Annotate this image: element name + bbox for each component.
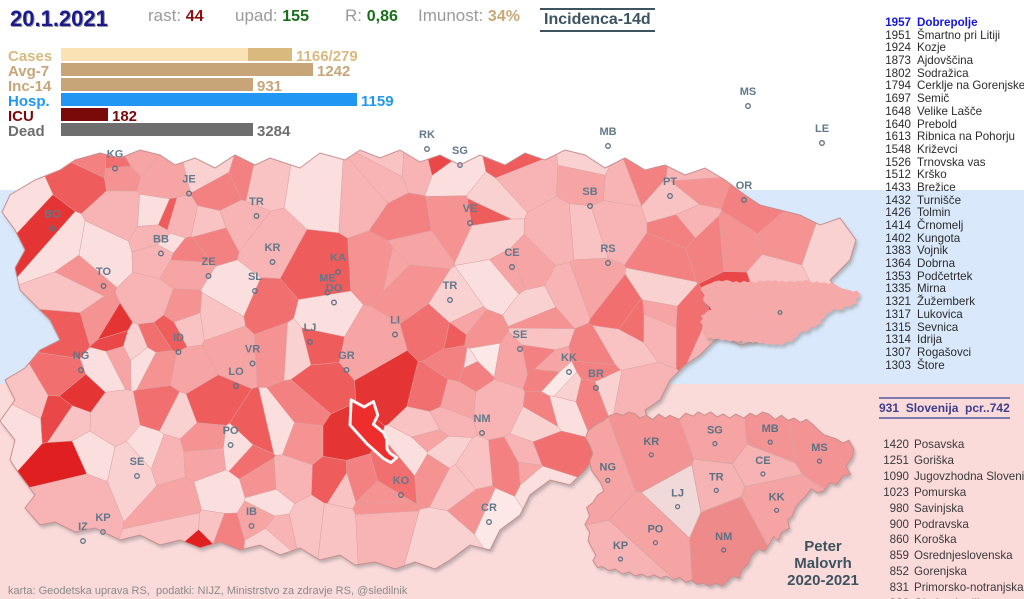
svg-text:PO: PO	[223, 425, 239, 437]
svg-text:CR: CR	[481, 502, 497, 514]
svg-text:MB: MB	[599, 126, 616, 138]
svg-text:TR: TR	[249, 196, 264, 208]
svg-text:LJ: LJ	[304, 322, 317, 334]
svg-text:KR: KR	[643, 436, 659, 448]
svg-text:IB: IB	[246, 506, 257, 518]
svg-text:KA: KA	[330, 252, 346, 264]
svg-text:KG: KG	[107, 149, 124, 161]
svg-text:NM: NM	[715, 531, 732, 543]
svg-text:SL: SL	[248, 271, 262, 283]
svg-text:BB: BB	[153, 234, 169, 246]
svg-text:SG: SG	[707, 425, 723, 437]
svg-text:MS: MS	[811, 442, 828, 454]
svg-text:BO: BO	[44, 209, 61, 221]
svg-text:TO: TO	[96, 266, 112, 278]
svg-text:LE: LE	[815, 123, 829, 135]
svg-text:TR: TR	[709, 471, 724, 483]
svg-text:LJ: LJ	[671, 488, 684, 500]
svg-text:SG: SG	[452, 145, 468, 157]
svg-text:LO: LO	[228, 366, 244, 378]
svg-text:KK: KK	[769, 491, 785, 503]
svg-text:KO: KO	[393, 475, 410, 487]
svg-text:NM: NM	[473, 413, 490, 425]
svg-text:CE: CE	[504, 247, 519, 259]
svg-text:ZE: ZE	[201, 256, 215, 268]
svg-text:JE: JE	[182, 174, 195, 186]
svg-text:NG: NG	[600, 461, 617, 473]
svg-text:ID: ID	[173, 332, 184, 344]
svg-text:BR: BR	[588, 368, 604, 380]
svg-text:MB: MB	[762, 423, 779, 435]
svg-text:KK: KK	[561, 352, 577, 364]
svg-text:CE: CE	[755, 455, 770, 467]
svg-text:KR: KR	[265, 242, 281, 254]
svg-text:VE: VE	[463, 203, 478, 215]
svg-text:PT: PT	[663, 176, 677, 188]
svg-text:SE: SE	[513, 329, 528, 341]
svg-text:MS: MS	[740, 86, 757, 98]
svg-text:KP: KP	[613, 540, 628, 552]
svg-text:LI: LI	[390, 315, 400, 327]
svg-text:SE: SE	[130, 456, 145, 468]
svg-text:PO: PO	[647, 524, 663, 536]
svg-text:KP: KP	[95, 512, 110, 524]
svg-text:SB: SB	[582, 186, 597, 198]
svg-text:NG: NG	[73, 350, 90, 362]
svg-text:RS: RS	[600, 243, 615, 255]
svg-text:TR: TR	[443, 280, 458, 292]
svg-text:RK: RK	[419, 129, 435, 141]
svg-text:DO: DO	[326, 283, 343, 295]
svg-text:VR: VR	[245, 344, 260, 356]
svg-text:GR: GR	[338, 350, 355, 362]
